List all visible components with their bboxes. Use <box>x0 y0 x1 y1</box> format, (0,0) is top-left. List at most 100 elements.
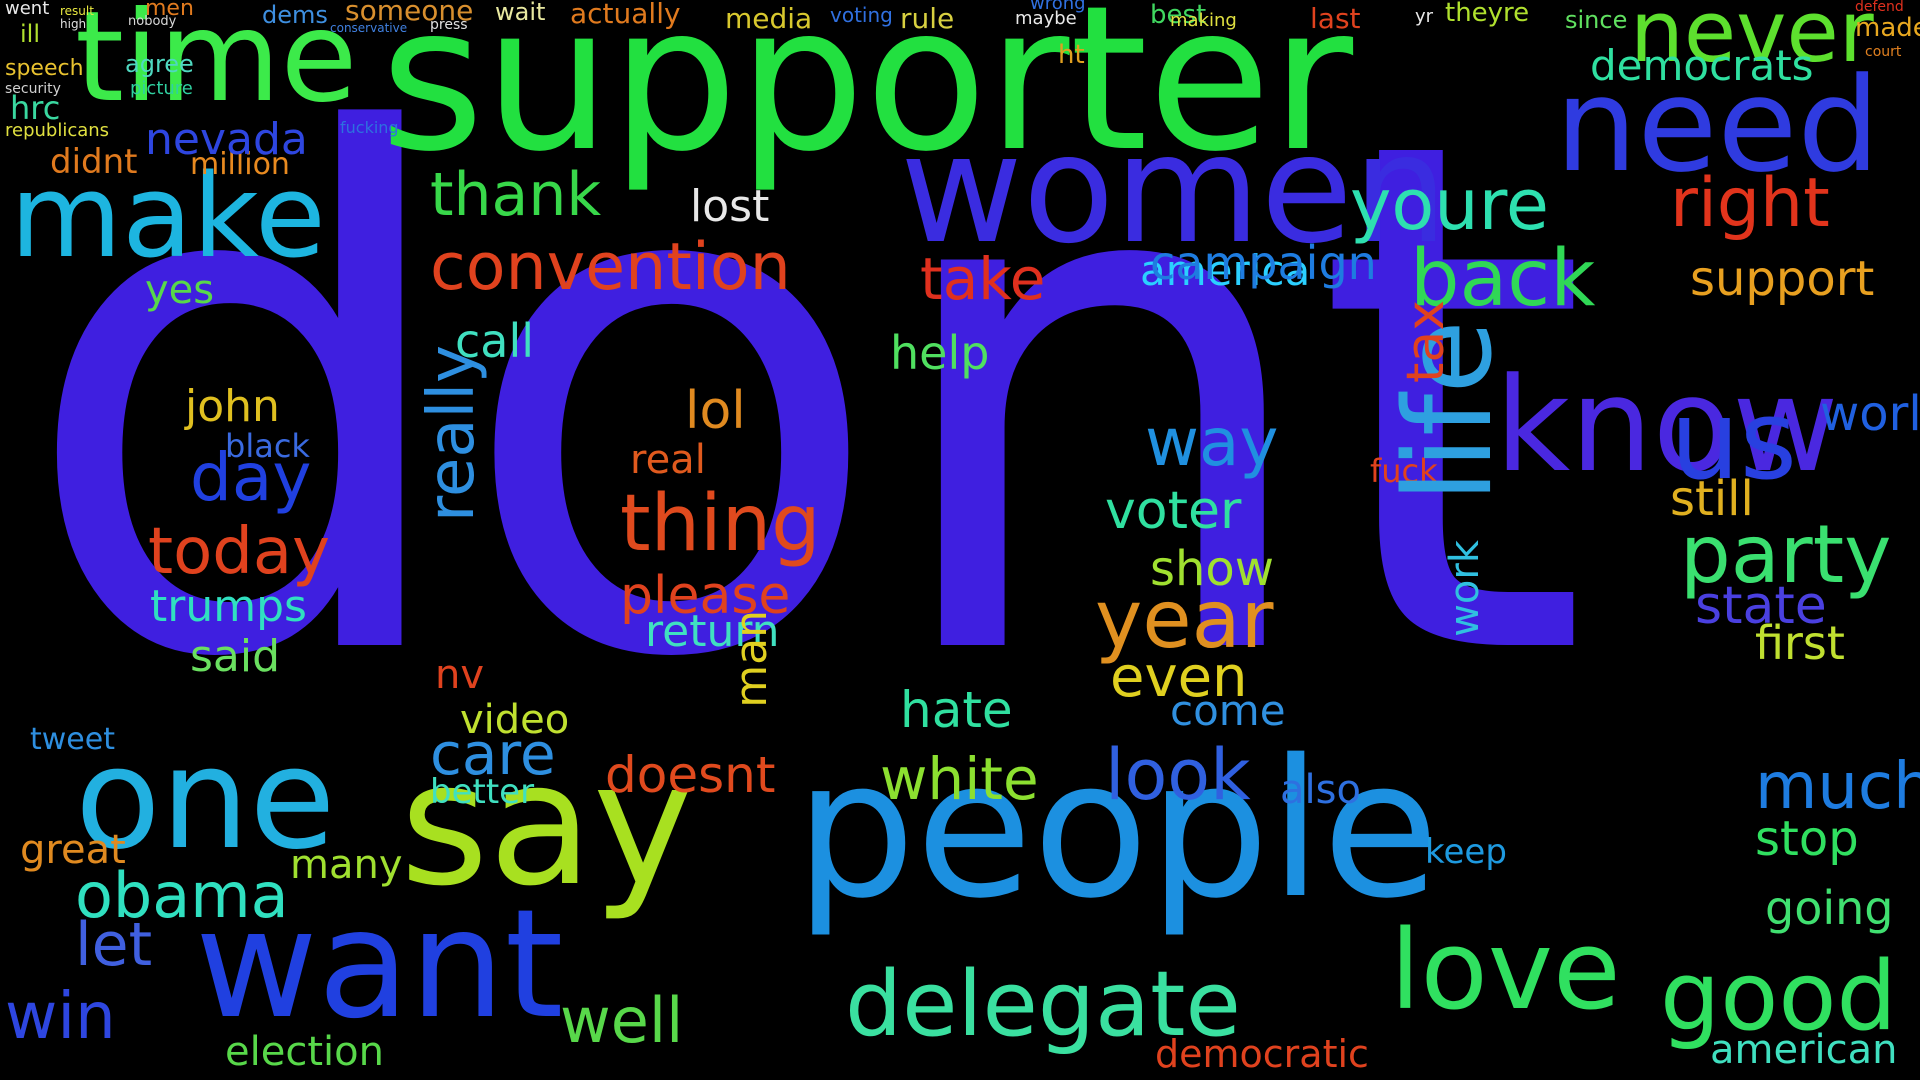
word: democrats <box>1590 41 1814 90</box>
word: press <box>430 17 468 33</box>
word: fucking <box>340 118 399 137</box>
word: say <box>400 726 694 924</box>
word: agree <box>125 50 194 78</box>
word: time <box>75 0 358 130</box>
word: much <box>1755 750 1920 824</box>
word: way <box>1145 404 1279 481</box>
word: care <box>430 720 556 788</box>
word: high <box>60 17 87 31</box>
word: didnt <box>50 142 138 182</box>
word: men <box>145 0 194 21</box>
word: nobody <box>128 14 177 29</box>
word: youre <box>1350 164 1549 246</box>
word: actually <box>570 0 681 30</box>
word: lost <box>690 181 770 232</box>
word: call <box>455 314 535 368</box>
word: black <box>225 427 310 465</box>
word: dont <box>18 0 1590 812</box>
word: ill <box>20 20 41 48</box>
word: party <box>1680 508 1892 601</box>
word: great <box>20 827 126 873</box>
word: defend <box>1855 0 1904 15</box>
word: really <box>415 345 489 522</box>
word: convention <box>430 230 791 305</box>
word: voter <box>1105 481 1242 541</box>
word: right <box>1670 164 1830 243</box>
word: delegate <box>845 952 1241 1057</box>
word: return <box>645 606 780 657</box>
word: thank <box>430 160 602 230</box>
word: picture <box>130 78 193 99</box>
word: good <box>1660 942 1897 1052</box>
word: said <box>190 631 281 682</box>
word: american <box>1710 1027 1898 1073</box>
word: tax <box>1396 300 1456 384</box>
word: us <box>1670 376 1798 504</box>
word: million <box>190 147 290 182</box>
word: doesnt <box>605 746 776 804</box>
word: make <box>10 150 326 284</box>
word: going <box>1765 881 1894 935</box>
word: win <box>5 980 116 1054</box>
word: maybe <box>1015 8 1077 29</box>
word: media <box>725 2 813 35</box>
word: one <box>75 718 336 881</box>
word: nv <box>435 652 485 698</box>
word: well <box>560 984 684 1057</box>
word: went <box>5 0 50 19</box>
word: speech <box>5 56 84 81</box>
word: many <box>290 842 403 888</box>
word: real <box>630 437 706 483</box>
word: yr <box>1415 6 1434 27</box>
word: need <box>1555 49 1880 201</box>
word: democratic <box>1155 1032 1369 1076</box>
word: want <box>195 878 564 1052</box>
word: someone <box>345 0 474 27</box>
word: republicans <box>5 120 110 141</box>
word: nevada <box>145 114 308 165</box>
word: since <box>1565 6 1628 34</box>
word: better <box>430 772 535 812</box>
word: result <box>60 4 94 18</box>
word: keep <box>1425 832 1507 872</box>
word: obama <box>75 859 289 932</box>
word: security <box>5 81 61 97</box>
word: america <box>1140 246 1311 295</box>
word: made <box>1855 13 1920 43</box>
word: man <box>726 610 777 708</box>
word: trumps <box>150 581 307 632</box>
word: lol <box>685 381 746 441</box>
word: hate <box>900 681 1013 739</box>
word: last <box>1310 2 1361 35</box>
word: today <box>148 515 330 589</box>
word: work <box>1442 540 1488 637</box>
word: look <box>1105 734 1251 816</box>
word: back <box>1410 234 1596 324</box>
word: tweet <box>30 722 115 757</box>
word: show <box>1150 541 1275 597</box>
word: making <box>1170 10 1237 31</box>
word: come <box>1170 686 1286 735</box>
word: supporter <box>380 0 1354 196</box>
word: love <box>1390 906 1621 1034</box>
word: first <box>1755 616 1845 670</box>
word: know <box>1495 349 1839 501</box>
word: election <box>225 1029 384 1075</box>
word: never <box>1630 0 1874 82</box>
word: yes <box>145 267 215 313</box>
word: theyre <box>1445 0 1530 28</box>
word: please <box>620 566 791 626</box>
word: also <box>1280 767 1361 813</box>
word: voting <box>830 3 893 27</box>
word: wrong <box>1030 0 1086 14</box>
word: wait <box>495 0 546 26</box>
word: people <box>795 719 1440 940</box>
word: rule <box>900 2 955 35</box>
word: campaign <box>1150 236 1377 290</box>
word: women <box>900 103 1448 277</box>
word: year <box>1095 573 1274 666</box>
word: conservative <box>330 21 408 35</box>
word: hrc <box>10 89 61 127</box>
word: even <box>1110 645 1248 710</box>
